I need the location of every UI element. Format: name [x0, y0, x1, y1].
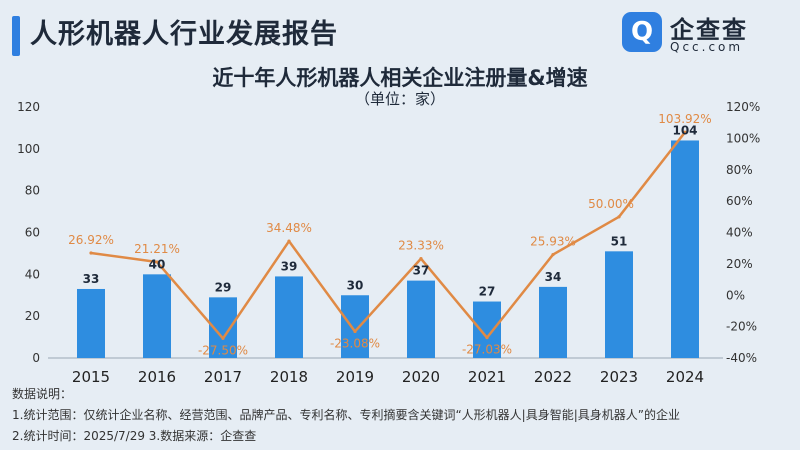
x-tick-label: 2018	[270, 368, 308, 386]
bar-value-label: 51	[611, 234, 628, 248]
bar	[143, 274, 171, 358]
y-right-tick-label: 40%	[726, 226, 753, 240]
growth-point	[617, 215, 621, 219]
bar	[275, 276, 303, 358]
bar-value-label: 33	[83, 272, 100, 286]
page-title: 人形机器人行业发展报告	[30, 19, 338, 50]
brand-logo: Q 企查查 Qcc.com	[622, 10, 772, 60]
growth-point	[353, 329, 357, 334]
header-accent-bar	[12, 16, 20, 56]
y-right-tick-label: -20%	[726, 320, 757, 334]
growth-line	[90, 131, 686, 340]
qcc-logo-icon: Q	[622, 12, 662, 52]
bar-value-label: 30	[347, 278, 364, 292]
y-left-tick-label: 120	[17, 100, 40, 114]
bar-value-label: 40	[149, 257, 166, 271]
y-left-tick-label: 80	[25, 184, 40, 198]
y-left-tick-label: 40	[25, 267, 40, 281]
notes-heading: 数据说明：	[12, 387, 73, 401]
bar-value-label: 104	[672, 123, 697, 137]
growth-point	[221, 336, 225, 340]
bar	[341, 295, 369, 358]
y-right-tick-label: 80%	[726, 163, 753, 177]
bar-value-label: 27	[479, 285, 496, 299]
chart-unit: （单位：家）	[354, 90, 445, 108]
bar-value-label: 37	[413, 264, 430, 278]
bar	[605, 251, 633, 358]
y-right-tick-label: 100%	[726, 131, 760, 145]
bar	[539, 286, 567, 358]
bar	[77, 288, 105, 358]
bar-value-label: 39	[281, 259, 298, 273]
x-tick-label: 2024	[666, 368, 704, 386]
bar-value-label: 34	[545, 270, 562, 284]
growth-value-label: -27.50%	[198, 343, 248, 357]
y-right-tick-label: 120%	[726, 100, 760, 114]
x-tick-label: 2021	[468, 368, 506, 386]
bar-value-label: 29	[215, 280, 232, 294]
growth-point	[419, 257, 423, 261]
growth-point	[551, 252, 555, 257]
brand-domain: Qcc.com	[670, 40, 744, 54]
notes-scope: 1.统计范围：仅统计企业名称、经营范围、品牌产品、专利名称、专利摘要含关键词“人…	[12, 408, 680, 422]
x-tick-label: 2022	[534, 368, 572, 386]
y-right-tick-label: 20%	[726, 257, 753, 271]
y-left-tick-label: 60	[25, 226, 40, 240]
bar	[407, 280, 435, 358]
bar	[473, 301, 501, 358]
growth-value-label: -23.08%	[330, 336, 380, 350]
y-left-tick-label: 100	[17, 142, 40, 156]
growth-point	[683, 130, 687, 134]
growth-value-label: 26.92%	[68, 233, 114, 247]
notes: 数据说明： 1.统计范围：仅统计企业名称、经营范围、品牌产品、专利名称、专利摘要…	[12, 384, 680, 447]
growth-value-label: -27.03%	[462, 343, 512, 357]
growth-value-label: 23.33%	[398, 239, 444, 253]
y-left-tick-label: 20	[25, 309, 40, 323]
growth-value-label: 34.48%	[266, 221, 312, 235]
growth-value-label: 25.93%	[530, 235, 576, 249]
growth-point	[287, 239, 291, 243]
x-tick-label: 2020	[402, 368, 440, 386]
growth-value-label: 50.00%	[588, 197, 634, 211]
chart-title: 近十年人形机器人相关企业注册量&增速	[212, 66, 588, 90]
bar	[671, 140, 699, 358]
growth-point	[155, 260, 159, 264]
brand-name: 企查查	[670, 16, 748, 44]
x-tick-label: 2016	[138, 368, 176, 386]
x-tick-label: 2015	[72, 368, 110, 386]
notes-time-source: 2.统计时间：2025/7/29 3.数据来源：企查查	[12, 429, 257, 443]
growth-value-label: 103.92%	[658, 112, 711, 126]
x-tick-label: 2023	[600, 368, 638, 386]
growth-point	[89, 251, 93, 255]
y-left-tick-label: 0	[32, 351, 40, 365]
x-tick-label: 2019	[336, 368, 374, 386]
y-right-tick-label: 0%	[726, 288, 745, 302]
growth-value-label: 21.21%	[134, 242, 180, 256]
y-right-tick-label: -40%	[726, 351, 757, 365]
x-tick-label: 2017	[204, 368, 242, 386]
growth-point	[485, 336, 489, 340]
y-right-tick-label: 60%	[726, 194, 753, 208]
